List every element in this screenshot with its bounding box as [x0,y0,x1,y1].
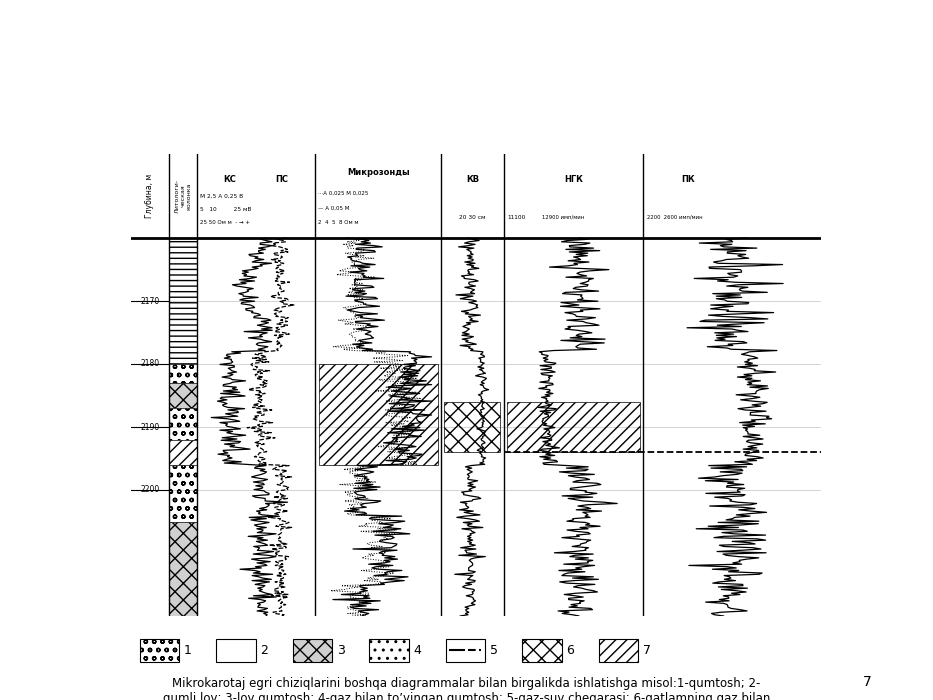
Bar [140,639,179,662]
Text: 2170: 2170 [140,297,160,305]
Text: 2180: 2180 [140,360,160,368]
Bar [169,522,197,616]
Bar [169,440,197,465]
Text: ПК: ПК [681,175,694,184]
Bar [169,465,197,522]
Text: ···А 0,025 М 0,025: ···А 0,025 М 0,025 [318,191,369,196]
Bar [319,364,438,465]
Bar [169,364,197,383]
Bar [522,639,562,662]
Bar [169,383,197,408]
Text: КВ: КВ [466,175,479,184]
Text: 25 50 Ом м  - → +: 25 50 Ом м - → + [201,220,250,225]
Text: 20 30 см: 20 30 см [459,215,485,220]
Text: Литологи-
ческая
колонка: Литологи- ческая колонка [174,179,191,213]
Text: КС: КС [224,175,236,184]
Bar [444,402,500,452]
Text: 2200  2600 имп/мин: 2200 2600 имп/мин [647,215,703,220]
Text: ПС: ПС [276,175,288,184]
Text: 2: 2 [260,644,268,657]
Text: 4: 4 [413,644,421,657]
Text: М 2,5 А 0,25 В: М 2,5 А 0,25 В [201,193,244,198]
Bar [169,238,197,364]
Text: Микрозонды: Микрозонды [347,168,410,177]
Bar [169,408,197,440]
Bar [369,639,409,662]
Bar [216,639,256,662]
Text: 2200: 2200 [140,486,160,494]
Text: 7: 7 [863,676,872,690]
Text: 5   10         25 мВ: 5 10 25 мВ [201,207,252,212]
Bar [599,639,638,662]
Bar [508,402,640,452]
Text: 7: 7 [643,644,651,657]
Bar [446,639,485,662]
Text: 2190: 2190 [140,423,160,431]
Text: 5: 5 [490,644,498,657]
Text: Mikrokarotaj egri chiziqlarini boshqa diagrammalar bilan birgalikda ishlatishga : Mikrokarotaj egri chiziqlarini boshqa di… [163,677,770,700]
Text: Глубина, м: Глубина, м [146,174,154,218]
Bar [293,639,332,662]
Text: 11100: 11100 [508,215,525,220]
Text: 3: 3 [337,644,344,657]
Text: 1: 1 [184,644,191,657]
Text: — А 0,05 М: — А 0,05 М [318,206,350,211]
Text: НГК: НГК [564,175,583,184]
Text: 2  4  5  8 Ом м: 2 4 5 8 Ом м [318,220,358,225]
Text: 12900 имп/мин: 12900 имп/мин [542,215,584,220]
Text: 6: 6 [566,644,574,657]
